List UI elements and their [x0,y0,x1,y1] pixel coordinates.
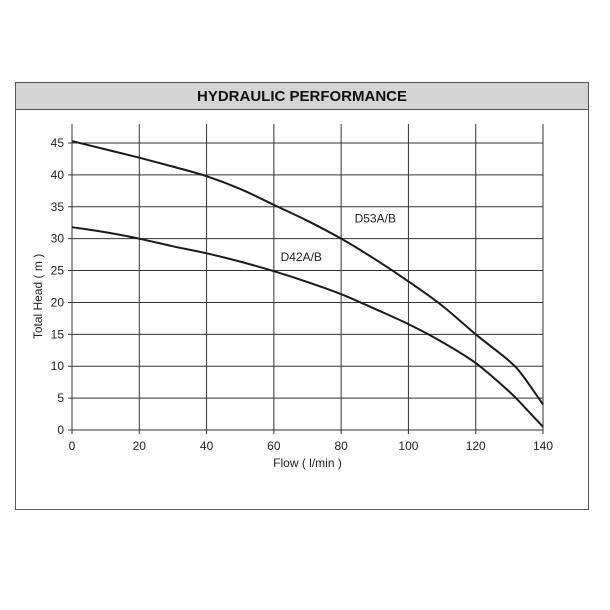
y-tick-label: 10 [51,359,65,373]
series-label: D53A/B [355,212,396,226]
y-tick-label: 35 [51,200,65,214]
y-tick-label: 25 [51,264,65,278]
x-tick-label: 20 [133,439,147,453]
x-axis-label: Flow ( l/min ) [273,456,342,470]
x-tick-label: 140 [533,439,553,453]
y-tick-label: 15 [51,327,65,341]
y-tick-label: 40 [51,168,65,182]
chart-frame: HYDRAULIC PERFORMANCE [15,82,589,510]
x-tick-label: 60 [267,439,281,453]
series-line-d42ab [71,226,544,428]
x-tick-label: 80 [334,439,348,453]
x-tick-label: 40 [200,439,214,453]
y-tick-label: 20 [51,295,65,309]
chart-title: HYDRAULIC PERFORMANCE [16,83,588,110]
y-tick-label: 45 [51,136,65,150]
y-tick-label: 0 [57,423,64,437]
y-tick-label: 30 [51,232,65,246]
x-tick-label: 0 [69,439,76,453]
series-label: D42A/B [281,250,322,264]
y-axis-label: Total Head ( m ) [31,254,45,339]
series-line-d53ab [71,140,544,406]
y-tick-label: 5 [57,391,64,405]
x-tick-label: 120 [466,439,486,453]
x-tick-label: 100 [398,439,418,453]
